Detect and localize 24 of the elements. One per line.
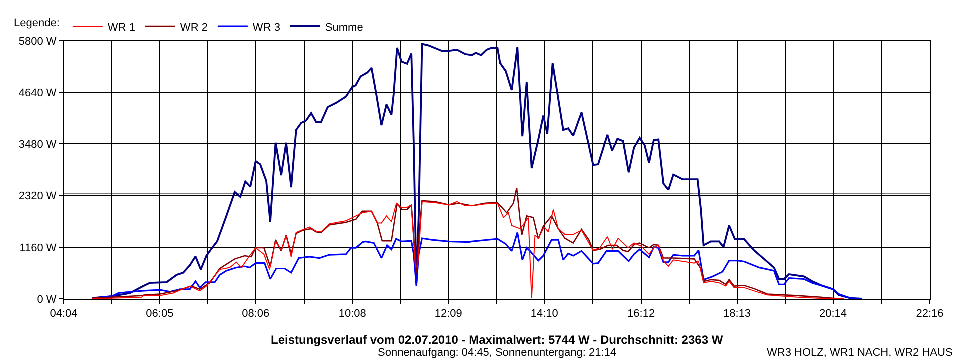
- text: Sonnenaufgang: 04:45, Sonnenuntergang: 21:14: [378, 347, 617, 359]
- x-tick-label: 22:16: [916, 308, 944, 320]
- x-tick-label: 04:04: [50, 308, 78, 320]
- y-tick-label: 4640 W: [18, 87, 58, 100]
- x-tick-label: 08:06: [242, 308, 270, 320]
- text: WR3 HOLZ, WR1 NACH, WR2 HAUS: [767, 347, 953, 359]
- x-tick-label: 20:14: [819, 308, 848, 320]
- y-tick-label: 2320 W: [18, 190, 58, 203]
- x-tick-label: 12:09: [434, 308, 462, 320]
- legend-title: Legende:: [14, 17, 60, 30]
- x-tick-label: 10:08: [338, 308, 366, 320]
- y-tick-label: 1160 W: [20, 242, 58, 254]
- x-tick-label: 06:05: [146, 308, 174, 320]
- y-tick-label: 3480 W: [18, 139, 58, 152]
- text: Leistungsverlauf vom 02.07.2010 - Maximalwert: 5744 W - Durchschnitt: 2363 W: [271, 333, 724, 347]
- y-tick-label: 5800 W: [18, 36, 58, 48]
- legend-label: WR 1: [108, 22, 136, 34]
- y-tick-label: 0 W: [37, 294, 58, 306]
- x-tick-label: 16:12: [628, 308, 656, 320]
- legend-label: WR 2: [180, 22, 208, 34]
- legend-label: Summe: [325, 22, 364, 34]
- x-tick-label: 14:10: [530, 308, 558, 320]
- legend-label: WR 3: [252, 22, 280, 34]
- x-tick-label: 18:13: [724, 308, 752, 320]
